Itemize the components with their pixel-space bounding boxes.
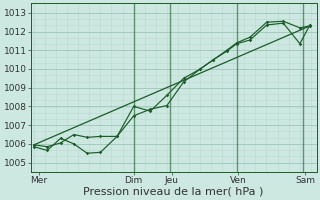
X-axis label: Pression niveau de la mer( hPa ): Pression niveau de la mer( hPa ) — [84, 187, 264, 197]
